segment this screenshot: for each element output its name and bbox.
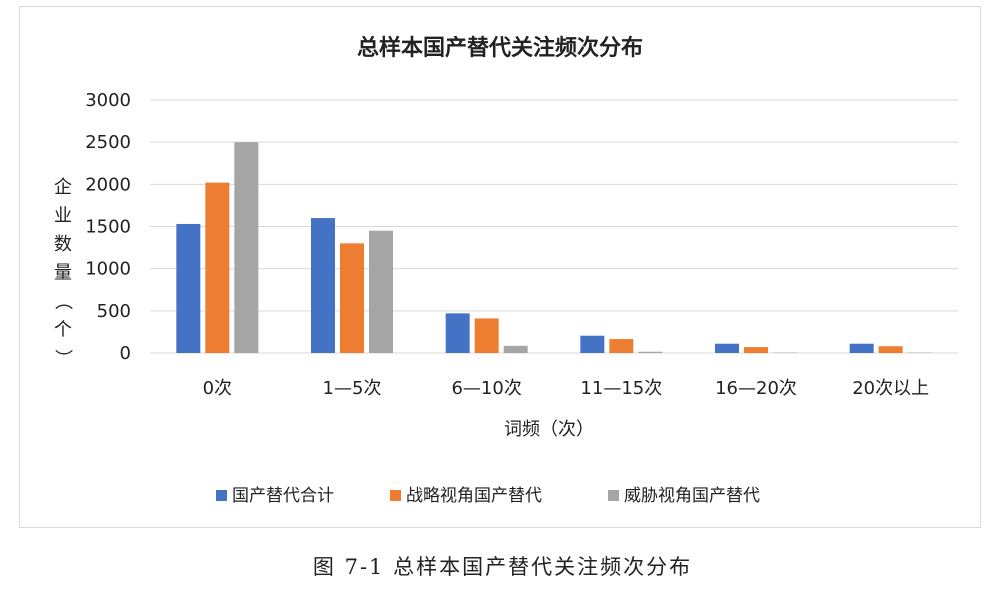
legend: 国产替代合计 战略视角国产替代 威胁视角国产替代 — [216, 486, 760, 506]
bar — [311, 218, 335, 353]
x-tick-label: 6—10次 — [451, 378, 521, 399]
y-tick-label: 2500 — [85, 132, 131, 153]
bar-chart: 总样本国产替代关注频次分布 0 500 1000 1500 2000 2500 3000 0… — [52, 35, 958, 506]
x-tick-label: 0次 — [203, 378, 232, 399]
x-tick-label: 16—20次 — [715, 378, 797, 399]
bar — [744, 347, 768, 353]
bar — [340, 243, 364, 353]
bar — [849, 343, 874, 353]
legend-swatch — [216, 490, 227, 501]
y-axis-label-char: （ — [52, 292, 73, 310]
bar — [369, 230, 393, 353]
y-tick-label: 500 — [97, 301, 131, 322]
x-tick-label: 20次以上 — [852, 378, 929, 399]
x-axis-label: 词频（次） — [504, 419, 594, 440]
y-tick-label: 1500 — [85, 217, 131, 238]
bar — [878, 346, 903, 353]
bars — [176, 142, 932, 353]
bar — [638, 351, 663, 353]
y-axis-label-char: ） — [52, 349, 73, 367]
bar — [176, 223, 201, 353]
bar — [609, 339, 634, 353]
y-axis-label-char: 个 — [54, 320, 72, 341]
chart-frame: 总样本国产替代关注频次分布 0 500 1000 1500 2000 2500 3000 0… — [19, 6, 981, 528]
y-axis-label-char: 企 — [54, 177, 72, 198]
y-tick-label: 3000 — [85, 90, 131, 111]
legend-swatch — [390, 490, 401, 501]
y-axis-label-char: 数 — [54, 234, 72, 255]
legend-label: 战略视角国产替代 — [406, 486, 542, 506]
y-axis-ticks: 0 500 1000 1500 2000 2500 3000 — [85, 90, 131, 364]
y-axis-label-char: 业 — [54, 206, 72, 227]
bar — [503, 345, 528, 353]
legend-label: 威胁视角国产替代 — [624, 486, 760, 506]
x-axis-ticks: 0次 1—5次 6—10次 11—15次 16—20次 20次以上 — [203, 378, 930, 399]
bar — [580, 335, 605, 353]
chart-title: 总样本国产替代关注频次分布 — [357, 35, 643, 61]
y-tick-label: 0 — [120, 343, 131, 364]
bar — [474, 318, 499, 353]
y-tick-label: 1000 — [85, 259, 131, 280]
bar — [205, 182, 230, 353]
x-tick-label: 11—15次 — [580, 378, 662, 399]
bar — [234, 142, 259, 353]
gridlines — [150, 99, 958, 354]
bar — [445, 313, 470, 353]
x-tick-label: 1—5次 — [323, 378, 382, 399]
legend-swatch — [608, 490, 619, 501]
y-tick-label: 2000 — [85, 174, 131, 195]
figure-caption: 图 7-1 总样本国产替代关注频次分布 — [312, 555, 693, 579]
legend-label: 国产替代合计 — [232, 486, 334, 506]
y-axis-label-char: 量 — [54, 263, 72, 284]
bar — [715, 343, 739, 353]
